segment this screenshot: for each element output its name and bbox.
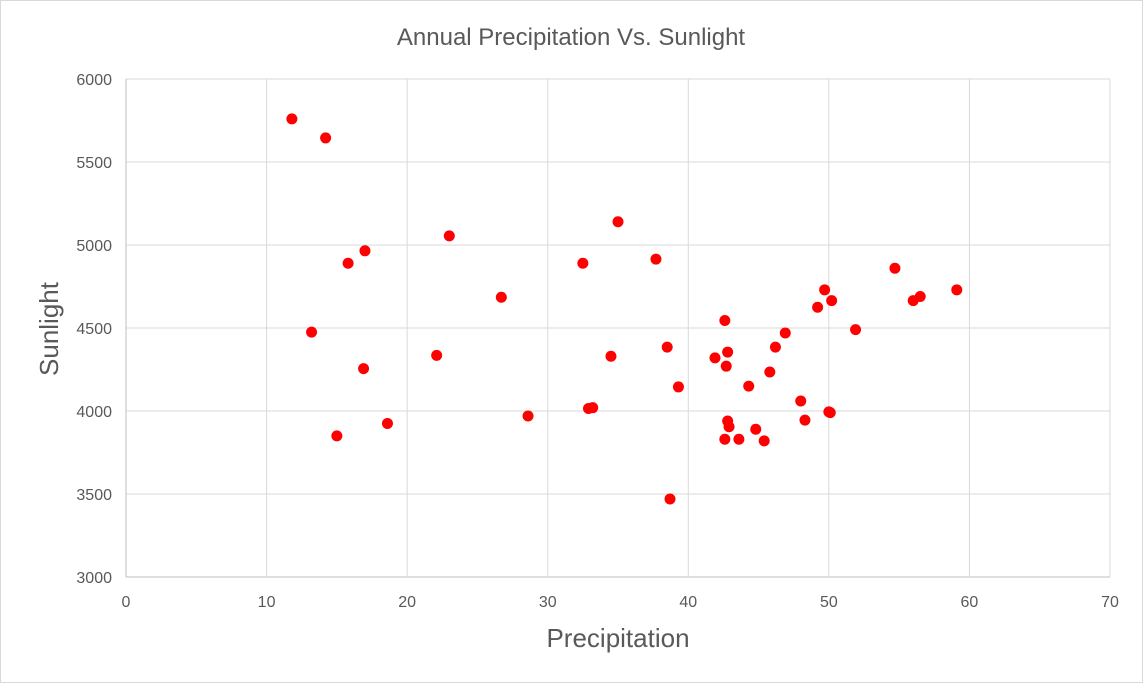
- data-point: [522, 410, 534, 422]
- data-point: [733, 433, 745, 445]
- data-point: [672, 381, 684, 393]
- data-point: [720, 360, 732, 372]
- chart-title: Annual Precipitation Vs. Sunlight: [397, 24, 746, 51]
- data-point: [779, 327, 791, 339]
- data-points: [286, 113, 963, 505]
- gridlines: [125, 78, 1111, 578]
- data-point: [381, 417, 393, 429]
- data-point: [743, 380, 755, 392]
- y-tick-label: 3500: [76, 487, 112, 504]
- data-point: [799, 414, 811, 426]
- y-tick-label: 5500: [76, 155, 112, 172]
- data-point: [719, 315, 731, 327]
- data-point: [587, 402, 599, 414]
- data-point: [661, 341, 673, 353]
- data-point: [722, 346, 734, 358]
- x-tick-label: 10: [258, 594, 276, 611]
- data-point: [819, 284, 831, 296]
- x-tick-label: 40: [679, 594, 697, 611]
- y-tick-label: 6000: [76, 72, 112, 89]
- data-point: [495, 291, 507, 303]
- data-point: [812, 301, 824, 313]
- data-point: [286, 113, 298, 125]
- data-point: [612, 216, 624, 228]
- data-point: [750, 423, 762, 435]
- x-tick-label: 70: [1101, 594, 1119, 611]
- data-point: [664, 493, 676, 505]
- y-tick-label: 4500: [76, 321, 112, 338]
- data-point: [342, 257, 354, 269]
- data-point: [320, 132, 332, 144]
- data-point: [331, 430, 343, 442]
- data-point: [709, 352, 721, 364]
- data-point: [723, 421, 735, 433]
- data-point: [719, 433, 731, 445]
- x-axis-title: Precipitation: [546, 623, 689, 653]
- data-point: [826, 295, 838, 307]
- data-point: [358, 363, 370, 375]
- x-tick-label: 60: [961, 594, 979, 611]
- data-point: [914, 290, 926, 302]
- data-point: [764, 366, 776, 378]
- data-point: [769, 341, 781, 353]
- data-point: [431, 349, 443, 361]
- data-point: [306, 326, 318, 338]
- x-tick-label: 30: [539, 594, 557, 611]
- y-axis-title: Sunlight: [34, 281, 64, 376]
- data-point: [824, 407, 836, 419]
- data-point: [359, 245, 371, 257]
- x-tick-label: 50: [820, 594, 838, 611]
- data-point: [951, 284, 963, 296]
- tick-labels: 3000 3500 4000 4500 5000 5500 6000 0 10 20 30 40 50 6…: [76, 72, 1119, 611]
- x-tick-label: 0: [122, 594, 131, 611]
- data-point: [758, 435, 770, 447]
- y-tick-label: 4000: [76, 404, 112, 421]
- data-point: [850, 324, 862, 336]
- data-point: [605, 350, 617, 362]
- y-tick-label: 5000: [76, 238, 112, 255]
- data-point: [889, 262, 901, 274]
- data-point: [795, 395, 807, 407]
- data-point: [577, 257, 589, 269]
- y-tick-label: 3000: [76, 570, 112, 587]
- data-point: [443, 230, 455, 242]
- data-point: [650, 253, 662, 265]
- x-tick-label: 20: [398, 594, 416, 611]
